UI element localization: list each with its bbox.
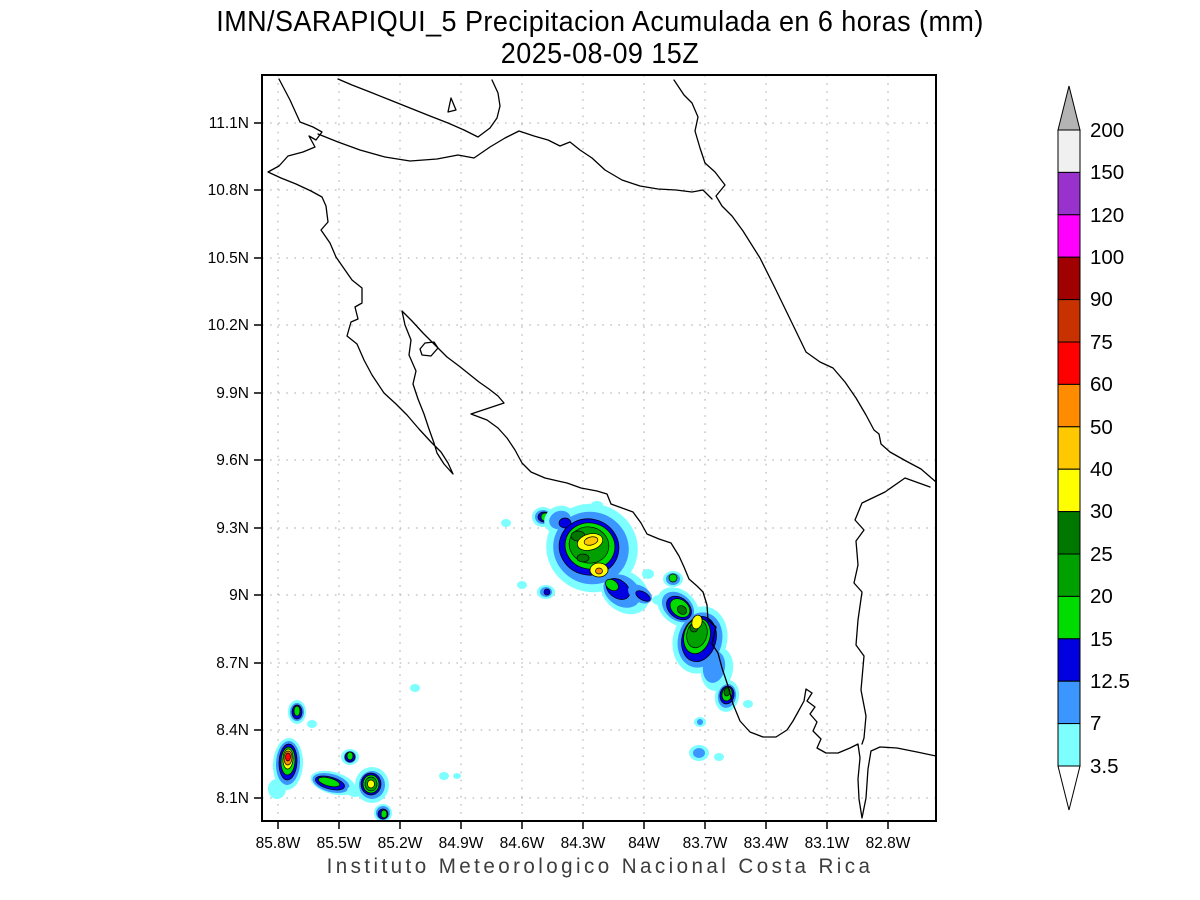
caribbean-coast (704, 162, 936, 483)
colorbar-segment (1057, 341, 1081, 385)
precip-blob (697, 719, 703, 725)
lon-label: 83.1W (805, 835, 850, 852)
colorbar-top-arrow (1057, 85, 1081, 131)
precip-blob (677, 605, 687, 615)
colorbar-segment (1057, 426, 1081, 470)
colorbar-segment (1057, 595, 1081, 640)
precip-blob (410, 684, 420, 692)
lat-label: 8.7N (216, 655, 249, 672)
precip-blob (501, 519, 511, 527)
precip-blob (691, 614, 703, 630)
precip-blob (453, 773, 461, 779)
colorbar-segment (1057, 680, 1081, 725)
map-canvas (262, 75, 936, 821)
precip-blob (543, 588, 551, 596)
colorbar-segment (1057, 638, 1081, 682)
colorbar-segment (1057, 129, 1081, 173)
lon-label: 85.2W (378, 835, 423, 852)
colorbar-segment (1057, 511, 1081, 555)
precip-blob (693, 748, 705, 758)
colorbar-bottom-arrow (1057, 765, 1081, 811)
colorbar-label: 200 (1090, 119, 1124, 142)
colorbar-segment (1057, 553, 1081, 597)
precip-blob (595, 567, 603, 575)
lat-label: 9.3N (216, 520, 249, 537)
precip-blob (517, 581, 527, 589)
lon-label: 84.9W (439, 835, 484, 852)
lat-label: 10.8N (208, 182, 249, 199)
precip-blob (439, 772, 449, 780)
chira-island (419, 341, 439, 357)
precip-blob (268, 779, 286, 799)
precip-blob (668, 573, 678, 583)
colorbar-label: 40 (1090, 458, 1113, 481)
precip-blob (642, 569, 654, 579)
colorbar-segment (1057, 468, 1081, 513)
panama-border (853, 477, 931, 745)
nicaragua-ne-coast (673, 79, 706, 164)
lat-label: 9.6N (216, 452, 249, 469)
lon-label: 84.6W (500, 835, 545, 852)
lon-label: 85.8W (256, 835, 301, 852)
colorbar-label: 3.5 (1090, 755, 1119, 778)
colorbar-label: 100 (1090, 246, 1124, 269)
lat-label: 9N (229, 587, 249, 604)
colorbar-segment (1057, 383, 1081, 428)
precip-blob (285, 752, 291, 762)
precip-blob (583, 536, 599, 546)
lake-island (447, 97, 457, 113)
colorbar-label: 7 (1090, 712, 1101, 735)
precip-blob (293, 705, 301, 717)
lon-label: 83.4W (744, 835, 789, 852)
colorbar-label: 90 (1090, 288, 1113, 311)
colorbar-label: 20 (1090, 585, 1113, 608)
colorbar-label: 75 (1090, 331, 1113, 354)
precip-blob (558, 517, 572, 529)
lon-label: 84W (628, 835, 660, 852)
colorbar-label: 150 (1090, 161, 1124, 184)
lake-nicaragua-shore (337, 78, 501, 138)
colorbar-label: 60 (1090, 373, 1113, 396)
precip-blob (367, 779, 375, 789)
nicaragua-border (317, 130, 713, 200)
precip-blob (307, 720, 317, 728)
colorbar-label: 25 (1090, 543, 1113, 566)
map-frame (261, 74, 937, 822)
colorbar-label: 12.5 (1090, 670, 1130, 693)
page-subtitle-datetime: 2025-08-09 15Z (500, 38, 700, 70)
lat-label: 9.9N (216, 385, 249, 402)
lon-label: 82.8W (866, 835, 911, 852)
colorbar-segment (1057, 214, 1081, 258)
lon-label: 84.3W (561, 835, 606, 852)
precip-blob (346, 751, 354, 761)
colorbar-segment (1057, 171, 1081, 216)
colorbar-label: 30 (1090, 500, 1113, 523)
colorbar-label: 120 (1090, 204, 1124, 227)
precip-blob (576, 553, 590, 563)
lon-label: 83.7W (683, 835, 728, 852)
pacific-coast (267, 78, 936, 819)
lon-label: 85.5W (317, 835, 362, 852)
page-title: IMN/SARAPIQUI_5 Precipitacion Acumulada … (216, 6, 984, 38)
colorbar-label: 50 (1090, 416, 1113, 439)
precip-blob (380, 809, 388, 819)
colorbar-segment (1057, 256, 1081, 301)
footer-credit: Instituto Meteorologico Nacional Costa R… (326, 855, 874, 878)
precip-blob (605, 578, 619, 592)
lat-label: 8.4N (216, 722, 249, 739)
colorbar-segment (1057, 299, 1081, 343)
precip-blob (743, 700, 753, 708)
lat-label: 11.1N (209, 115, 249, 132)
precip-blob (714, 753, 724, 761)
colorbar-label: 15 (1090, 628, 1113, 651)
colorbar-segment (1057, 723, 1081, 767)
lat-label: 10.5N (208, 250, 249, 267)
precip-blob (635, 590, 651, 602)
lat-label: 8.1N (216, 790, 249, 807)
lat-label: 10.2N (208, 317, 249, 334)
precip-blob (317, 776, 341, 788)
